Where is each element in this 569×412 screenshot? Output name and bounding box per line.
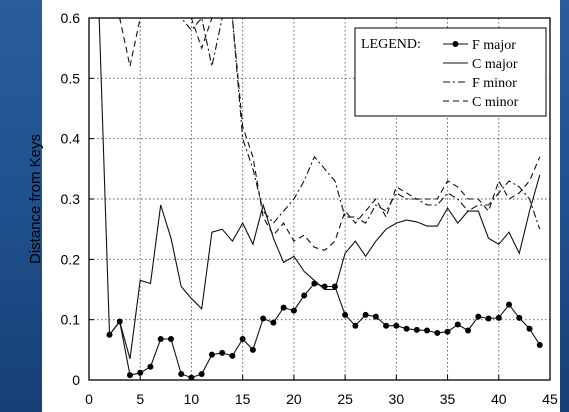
legend-box	[354, 27, 547, 117]
data-point-f-major	[229, 352, 236, 359]
data-point-f-major	[137, 369, 144, 376]
data-point-f-major	[157, 335, 164, 342]
legend-title: LEGEND:	[361, 37, 421, 52]
x-tick-label: 25	[337, 391, 353, 407]
data-point-f-major	[311, 280, 318, 287]
series-group	[98, 18, 543, 381]
x-tick-label: 15	[235, 391, 251, 407]
data-point-f-major	[352, 322, 359, 329]
x-tick-label: 30	[389, 391, 405, 407]
data-point-f-major	[342, 311, 349, 318]
data-point-f-major	[290, 307, 297, 314]
data-point-f-major	[485, 315, 492, 322]
data-point-f-major	[147, 363, 154, 370]
x-tick-label: 0	[85, 391, 93, 407]
data-point-f-major	[393, 322, 400, 329]
data-point-f-major	[321, 283, 328, 290]
y-tick-label: 0.2	[61, 251, 81, 267]
data-point-f-major	[536, 342, 543, 349]
x-tick-label: 20	[286, 391, 302, 407]
y-tick-label: 0.1	[61, 312, 81, 328]
data-point-f-major	[280, 304, 287, 311]
data-point-f-major	[475, 313, 482, 320]
data-point-f-major	[372, 313, 379, 320]
data-point-f-major	[239, 335, 246, 342]
legend: LEGEND: F major C major F minor C minor	[354, 27, 547, 117]
data-point-f-major	[219, 349, 226, 356]
legend-label-c-major: C major	[472, 57, 518, 72]
x-tick-label: 35	[440, 391, 456, 407]
x-tick-label: 40	[491, 391, 507, 407]
series-line-c-major	[98, 18, 541, 360]
legend-marker-f-major	[452, 41, 459, 47]
data-point-f-major	[516, 314, 523, 321]
y-axis-label: Distance from Keys	[27, 134, 44, 264]
y-tick-label: 0	[72, 372, 80, 388]
data-point-f-major	[526, 325, 533, 332]
y-tick-label: 0.3	[61, 191, 81, 207]
data-point-f-major	[126, 372, 133, 379]
data-point-f-major	[198, 370, 205, 377]
data-point-f-major	[495, 314, 502, 321]
data-point-f-major	[465, 327, 472, 334]
legend-label-f-minor: F minor	[472, 76, 517, 91]
x-tick-label: 5	[136, 391, 144, 407]
x-tick-label: 10	[184, 391, 200, 407]
legend-label-f-major: F major	[472, 38, 516, 53]
y-tick-label: 0.5	[61, 70, 81, 86]
data-point-f-major	[383, 322, 390, 329]
x-tick-label: 45	[542, 391, 558, 407]
data-point-f-major	[178, 370, 185, 377]
data-point-f-major	[434, 329, 441, 336]
data-point-f-major	[454, 321, 461, 328]
data-point-f-major	[167, 335, 174, 342]
data-point-f-major	[301, 292, 308, 299]
data-point-f-major	[444, 328, 451, 335]
data-point-f-major	[403, 325, 410, 332]
data-point-f-major	[208, 351, 215, 358]
series-line-f-minor	[99, 18, 541, 230]
legend-label-c-minor: C minor	[472, 95, 519, 110]
y-tick-label: 0.6	[61, 10, 81, 26]
ticks-group: 0 5 10 15 20 25 30 35 40 45 0 0.1 0.2 0.3 0.4 0.5 0.6	[61, 10, 558, 407]
data-point-f-major	[270, 319, 277, 326]
data-point-f-major	[260, 315, 267, 322]
data-point-f-major	[424, 327, 431, 334]
data-point-f-major	[413, 326, 420, 333]
data-point-f-major	[249, 346, 256, 353]
data-point-f-major	[362, 311, 369, 318]
y-tick-label: 0.4	[61, 131, 81, 147]
data-point-f-major	[506, 301, 513, 308]
